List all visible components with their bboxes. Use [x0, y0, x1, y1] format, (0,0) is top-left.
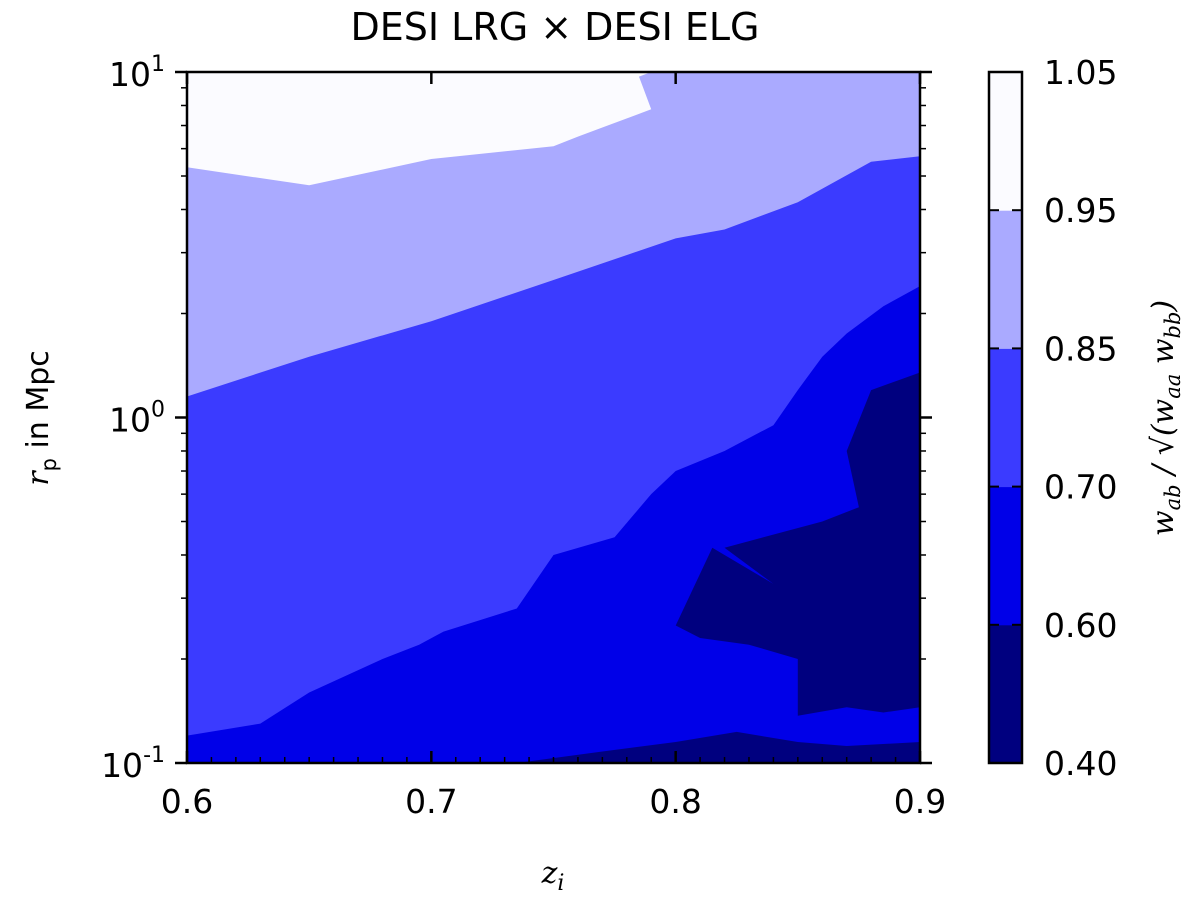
plot-area	[185, 70, 922, 765]
colorbar: 0.40 0.60 0.70 0.85 0.95 1.05	[987, 53, 1117, 783]
x-axis: 0.6 0.7 0.8 0.9	[161, 72, 946, 821]
y-axis: 10-1 100 101	[101, 52, 932, 785]
contour-band-0.85-0.95	[187, 72, 920, 763]
colorbar-tick-label: 0.85	[1044, 329, 1117, 368]
x-axis-label: zi	[541, 856, 565, 896]
colorbar-tick-label: 0.95	[1044, 191, 1117, 230]
y-tick-label: 101	[109, 52, 165, 94]
contour-band-0.95-1.05	[187, 72, 652, 186]
y-tick-label: 100	[109, 398, 165, 440]
colorbar-band	[989, 624, 1022, 764]
colorbar-tick-label: 1.05	[1044, 53, 1117, 92]
colorbar-label: wab / √(waa wbb)	[1146, 300, 1185, 536]
x-tick-label: 0.9	[894, 782, 946, 821]
chart-title: DESI LRG × DESI ELG	[350, 5, 759, 49]
contour-band-0.40-0.60-lower	[516, 731, 920, 763]
colorbar-band	[989, 210, 1022, 349]
colorbar-tick-label: 0.70	[1044, 468, 1117, 507]
contour-band-0.40-0.60	[675, 372, 920, 763]
contour-corner-0.60	[187, 748, 249, 763]
x-tick-label: 0.6	[161, 782, 213, 821]
x-tick-label: 0.7	[405, 782, 457, 821]
colorbar-band	[989, 486, 1022, 626]
colorbar-frame	[987, 70, 1024, 765]
colorbar-band	[989, 72, 1022, 211]
colorbar-band	[989, 348, 1022, 488]
y-tick-label: 10-1	[101, 743, 165, 785]
x-tick-label: 0.8	[649, 782, 701, 821]
colorbar-tick-label: 0.40	[1044, 744, 1117, 783]
y-axis-label: rp in Mpc	[21, 350, 61, 486]
colorbar-tick-label: 0.60	[1044, 606, 1117, 645]
